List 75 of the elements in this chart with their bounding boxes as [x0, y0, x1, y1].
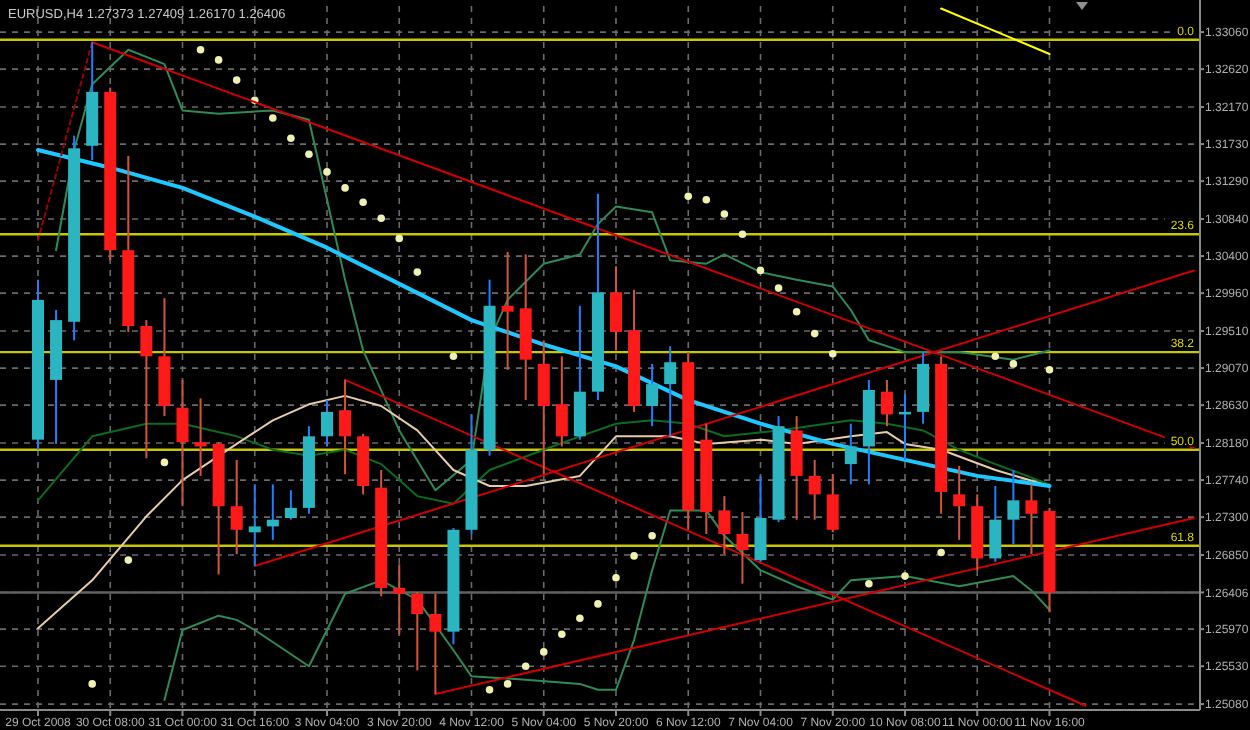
point [359, 198, 367, 207]
candlestick [248, 483, 261, 567]
point [395, 234, 404, 243]
candlestick [573, 304, 586, 441]
candlestick [411, 591, 424, 672]
point [160, 458, 169, 467]
point [684, 192, 693, 201]
point [756, 266, 765, 275]
candlestick [790, 415, 803, 521]
candlestick [880, 378, 893, 428]
point [269, 114, 277, 122]
point [810, 329, 819, 338]
point [991, 352, 1000, 361]
candlestick [284, 489, 297, 521]
point [413, 268, 422, 276]
candlestick [664, 345, 677, 438]
point [1009, 360, 1018, 368]
line-series [55, 48, 1051, 492]
line-series [163, 509, 1051, 701]
point [485, 685, 494, 694]
point [1045, 365, 1054, 374]
candlestick [501, 250, 514, 371]
point [287, 134, 295, 143]
point [901, 572, 909, 580]
point [702, 195, 711, 204]
candlestick [718, 495, 731, 556]
point [377, 214, 385, 223]
candlestick [736, 511, 749, 585]
candlestick [393, 563, 406, 636]
point [503, 680, 512, 688]
candlestick [917, 351, 930, 425]
point [196, 45, 205, 54]
candlestick [230, 458, 243, 556]
candlestick [1007, 469, 1020, 546]
candlestick [953, 464, 966, 541]
candlestick [844, 422, 857, 486]
candlestick [429, 592, 442, 695]
candlestick [537, 339, 550, 476]
candlestick [140, 319, 153, 460]
point [323, 168, 331, 176]
candlestick [176, 378, 189, 508]
point [937, 548, 945, 557]
point [792, 307, 801, 316]
point [828, 349, 837, 358]
candlestick [610, 265, 622, 352]
point [594, 600, 602, 608]
point [305, 150, 313, 159]
point [449, 352, 458, 361]
candlestick [555, 355, 568, 448]
candlestick [754, 474, 767, 563]
point [720, 210, 729, 218]
point [341, 184, 349, 192]
candlestick [194, 397, 207, 477]
point [630, 552, 638, 560]
candlestick [826, 473, 839, 534]
point [865, 579, 873, 588]
point [124, 556, 133, 564]
line-series [36, 148, 1052, 488]
point [576, 614, 584, 623]
point [539, 648, 548, 656]
candlestick [808, 458, 821, 521]
candlestick [646, 362, 659, 428]
point [738, 230, 747, 239]
point [648, 531, 656, 540]
point [774, 284, 783, 292]
candlestick [989, 485, 1002, 563]
point [88, 680, 96, 688]
candlestick [321, 399, 333, 448]
candlestick [339, 378, 352, 476]
candlestick [1025, 483, 1038, 556]
point [612, 573, 620, 582]
point [521, 662, 530, 671]
point [558, 630, 566, 639]
point [214, 56, 223, 64]
point [232, 76, 241, 84]
